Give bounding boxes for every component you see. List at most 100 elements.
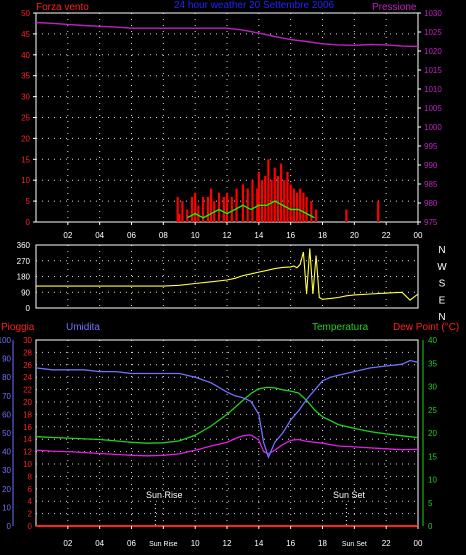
pressure-line [35,21,419,48]
compass-label: W [437,262,447,273]
pioggia-axis-label: 28 [23,348,32,357]
temperature-axis-label: 20 [428,429,437,438]
x-tick-label: 22 [382,231,391,240]
pressure-title: Pressione [372,2,417,13]
x-tick-label: 00 [414,231,423,240]
x-tick-label: 12 [223,539,232,548]
wind-axis-label: 15 [21,155,30,164]
pioggia-axis-label: 22 [23,386,32,395]
umidita-axis-label: 70 [2,392,11,401]
wind-axis-label: 20 [21,134,30,143]
pressure-axis-label: 1005 [424,104,442,113]
x-tick-label: 00 [414,539,423,548]
wind-axis-label: 5 [26,197,31,206]
umidita-axis-label: 90 [2,355,11,364]
wind-axis-label: 30 [21,93,30,102]
pioggia-axis-label: 20 [23,398,32,407]
x-tick-label: 02 [63,539,72,548]
pioggia-axis-label: 26 [23,361,32,370]
temperature-axis-label: 0 [428,522,433,531]
x-tick-label: 02 [63,231,72,240]
umidita-axis-label: 60 [2,410,11,419]
x-tick-label: 22 [382,539,391,548]
x-tick-label: Sun Rise [149,541,178,548]
pioggia-axis-label: 4 [28,497,33,506]
temperature-axis-label: 40 [428,336,437,345]
direction-axis-label: 360 [17,241,31,250]
pressure-axis-label: 1025 [424,28,442,37]
wind-axis-label: 10 [21,176,30,185]
x-tick-label: 14 [254,539,263,548]
pressure-axis-label: 1010 [424,85,442,94]
gust-line [186,200,315,219]
umidita-label: Umidita [66,322,100,333]
wind-axis-label: 25 [21,114,30,123]
temperature-axis-label: 10 [428,476,437,485]
direction-axis-label: 270 [17,257,31,266]
pioggia-axis-label: 10 [23,460,32,469]
umidita-axis-label: 40 [2,448,11,457]
pioggia-axis-label: 24 [23,373,32,382]
dewpoint-label: Dew Point (°C) [393,322,459,333]
direction-axis-label: 180 [17,273,31,282]
temperature-axis-label: 30 [428,383,437,392]
pioggia-label: Pioggia [1,322,35,333]
dewpoint-line [35,434,419,457]
pressure-axis-label: 995 [424,142,438,151]
pressure-axis-label: 990 [424,161,438,170]
x-tick-label: 14 [254,231,263,240]
wind-title: Forza vento [36,2,89,13]
pressure-axis-label: 985 [424,180,438,189]
x-tick-label: 10 [191,539,200,548]
umidita-axis-label: 10 [2,503,11,512]
x-tick-label: 18 [318,231,327,240]
humidity-line [35,359,419,460]
sunset-label: Sun Set [333,490,366,500]
compass-label: N [438,245,445,256]
temperature-line [35,386,419,444]
x-tick-label: 06 [127,539,136,548]
sunrise-label: Sun Rise [146,490,183,500]
x-tick-label: Sun Set [342,541,367,548]
x-tick-label: 04 [95,539,104,548]
pioggia-axis-label: 30 [23,336,32,345]
x-tick-label: 08 [159,231,168,240]
pressure-axis-label: 1030 [424,9,442,18]
x-tick-label: 16 [286,539,295,548]
compass-label: N [438,312,445,323]
direction-axis-label: 0 [26,304,31,313]
pioggia-axis-label: 12 [23,448,32,457]
pressure-axis-label: 980 [424,199,438,208]
temperature-axis-label: 35 [428,359,437,368]
x-tick-label: 18 [318,539,327,548]
compass-label: S [439,279,446,290]
umidita-axis-label: 100 [0,336,12,345]
x-tick-label: 04 [95,231,104,240]
umidita-axis-label: 0 [7,522,12,531]
umidita-axis-label: 30 [2,466,11,475]
umidita-axis-label: 20 [2,485,11,494]
temperatura-label: Temperatura [312,322,369,333]
wind-axis-label: 40 [21,51,30,60]
umidita-axis-label: 50 [2,429,11,438]
pioggia-axis-label: 6 [28,485,33,494]
temperature-axis-label: 25 [428,406,437,415]
pressure-axis-label: 975 [424,218,438,227]
compass-label: E [439,295,446,306]
pioggia-axis-label: 0 [28,522,33,531]
pioggia-axis-label: 8 [28,472,33,481]
wind-axis-label: 35 [21,72,30,81]
temperature-axis-label: 5 [428,499,433,508]
pioggia-axis-label: 16 [23,423,32,432]
x-tick-label: 10 [191,231,200,240]
pressure-axis-label: 1000 [424,123,442,132]
pressure-axis-label: 1015 [424,66,442,75]
pioggia-axis-label: 18 [23,410,32,419]
wind-axis-label: 50 [21,9,30,18]
wind-axis-label: 45 [21,30,30,39]
pioggia-axis-label: 14 [23,435,32,444]
umidita-axis-label: 80 [2,373,11,382]
temperature-axis-label: 15 [428,452,437,461]
